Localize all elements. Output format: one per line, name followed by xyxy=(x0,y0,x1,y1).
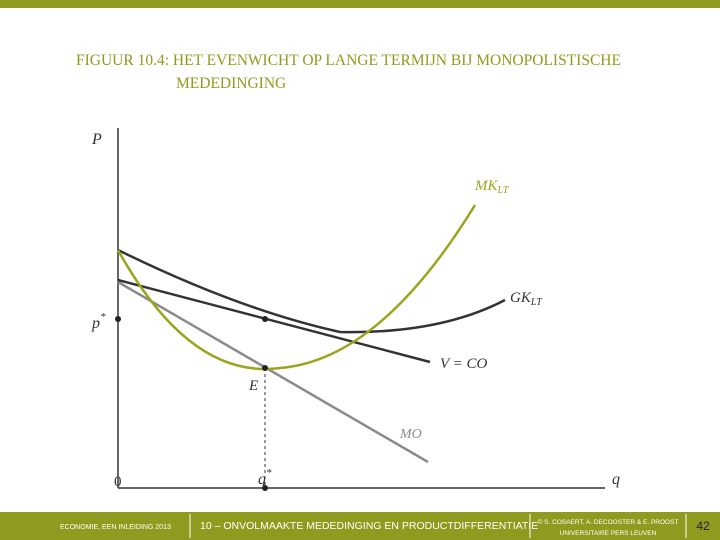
title-line: FIGUUR 10.4: HET EVENWICHT OP LANGE TERM… xyxy=(76,52,621,69)
point xyxy=(262,365,268,371)
label-text: q xyxy=(258,471,266,488)
page-number: 42 xyxy=(696,519,710,533)
footer-bar xyxy=(0,512,720,540)
footer-authors: © S. COSAERT, A. DECOOSTER & E. PROOST xyxy=(538,518,679,526)
curve-label: GKLT xyxy=(510,290,543,308)
label-text: MK xyxy=(474,178,498,194)
point xyxy=(262,485,268,491)
axis-label: q xyxy=(612,471,620,488)
mk-curve xyxy=(116,204,477,371)
label-text: p xyxy=(91,315,100,332)
label-text: GK xyxy=(510,290,532,306)
curve-label: MKLT xyxy=(474,178,510,196)
gk-curve xyxy=(117,248,506,334)
point xyxy=(262,316,268,322)
footer-authors: UNIVERSITAIRE PERS LEUVEN xyxy=(560,530,657,537)
label-sub: LT xyxy=(497,185,510,196)
label-sup: * xyxy=(266,467,272,479)
curve-label: V = CO xyxy=(440,356,488,372)
curve-label: MO xyxy=(399,427,422,442)
label-sub: LT xyxy=(530,297,543,308)
p-star-label: p* xyxy=(91,311,106,332)
axis-label: P xyxy=(91,131,102,148)
point-label: E xyxy=(248,378,258,394)
label-sup: * xyxy=(100,311,106,323)
footer-book: ECONOMIE, EEN INLEIDING 2013 xyxy=(60,524,171,531)
demand-curve xyxy=(117,278,431,364)
origin-label: 0 xyxy=(114,474,122,490)
footer-chapter: 10 – ONVOLMAAKTE MEDEDINGING EN PRODUCTD… xyxy=(200,520,538,532)
mo-curve xyxy=(117,280,429,464)
q-star-label: q* xyxy=(258,467,272,488)
title-line: MEDEDINGING xyxy=(176,75,286,92)
top-bar xyxy=(0,0,720,8)
point xyxy=(115,316,121,322)
